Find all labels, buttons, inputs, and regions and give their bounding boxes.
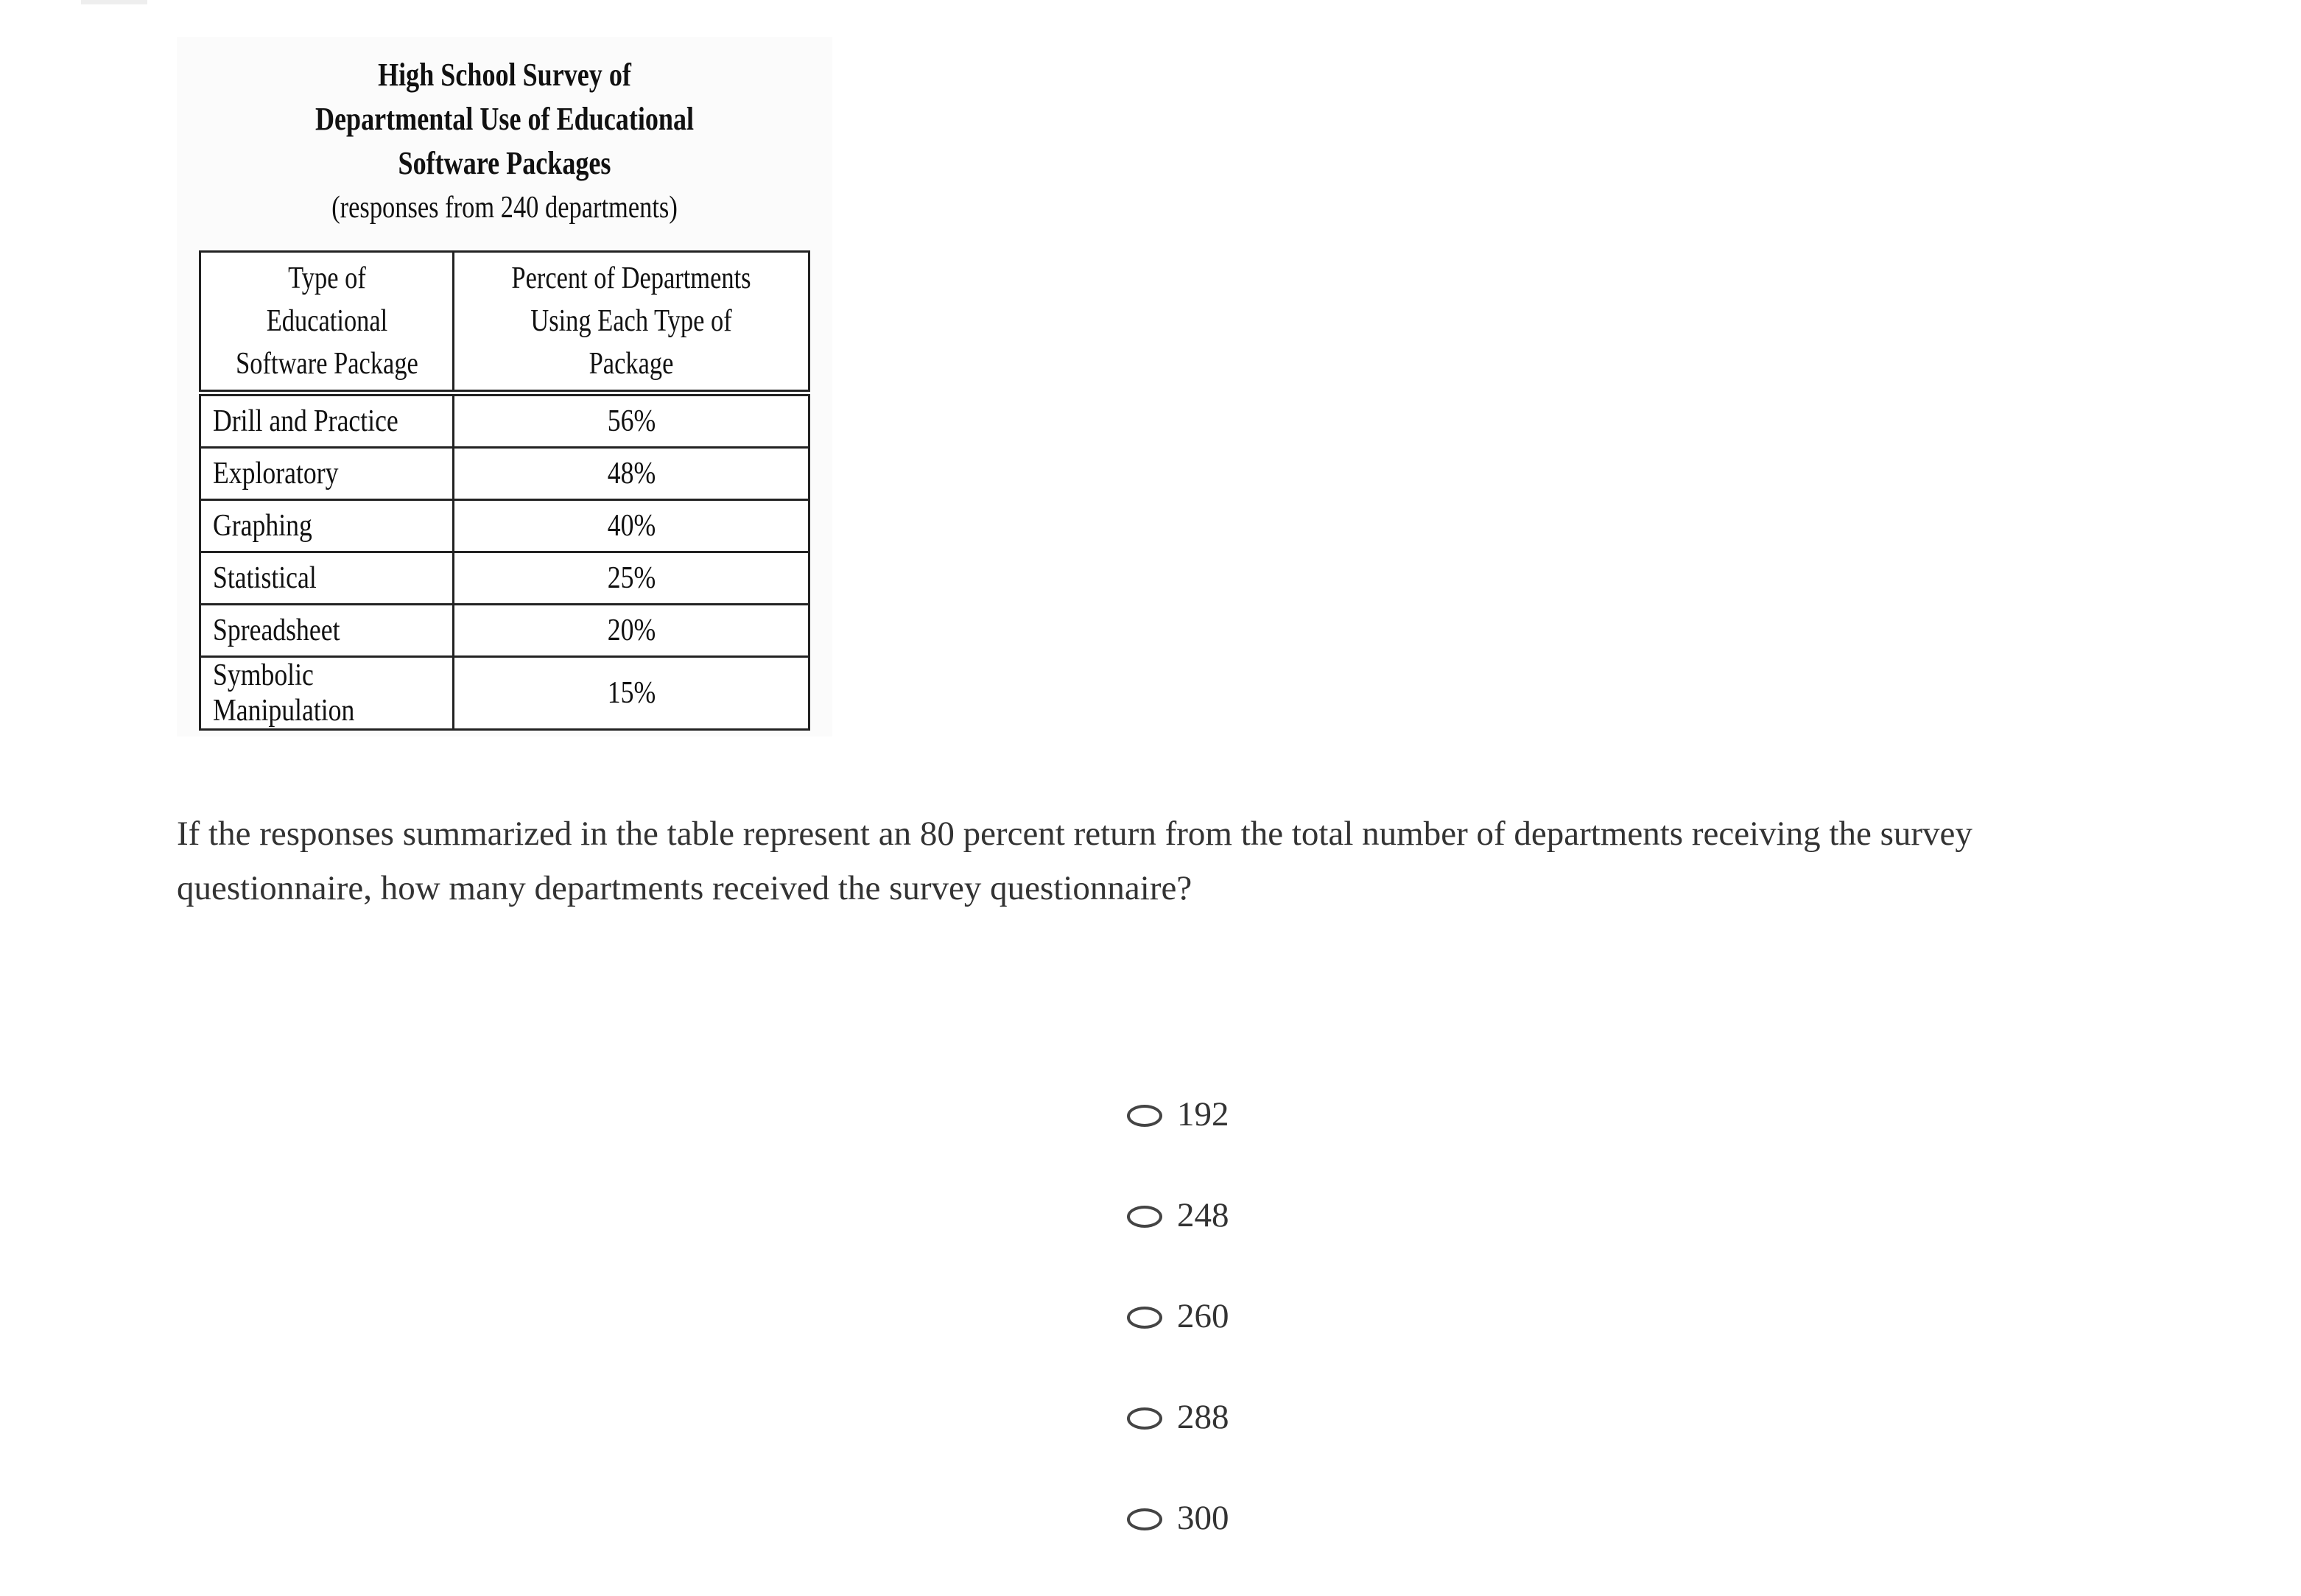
answer-option[interactable]: 248: [1127, 1192, 1229, 1293]
question-text: If the responses summarized in the table…: [177, 815, 1972, 907]
table-row: Exploratory 48%: [199, 446, 810, 501]
radio-button[interactable]: [1127, 1407, 1162, 1430]
cell-percent: 15%: [452, 655, 810, 731]
option-label: 300: [1177, 1499, 1229, 1537]
survey-figure: High School Survey of Departmental Use o…: [177, 37, 832, 737]
radio-button[interactable]: [1127, 1307, 1162, 1329]
option-label: 248: [1177, 1196, 1229, 1234]
answer-options: 192 248 260 288 300: [1127, 1091, 1229, 1596]
answer-option[interactable]: 300: [1127, 1495, 1229, 1596]
table-header-row: Type of Educational Software Package Per…: [199, 250, 810, 394]
cell-type: Exploratory: [199, 446, 454, 501]
option-label: 260: [1177, 1297, 1229, 1335]
figure-title: High School Survey of Departmental Use o…: [177, 53, 832, 230]
cell-type: Spreadsheet: [199, 603, 454, 658]
radio-button[interactable]: [1127, 1508, 1162, 1530]
table-row: Spreadsheet 20%: [199, 603, 810, 658]
answer-option[interactable]: 260: [1127, 1293, 1229, 1394]
answer-option[interactable]: 192: [1127, 1091, 1229, 1192]
option-label: 288: [1177, 1398, 1229, 1436]
figure-subtitle: (responses from 240 departments): [331, 191, 678, 225]
title-line: Departmental Use of Educational: [315, 101, 695, 137]
cell-percent: 40%: [452, 499, 810, 553]
top-bar: [81, 0, 147, 4]
table-row: Graphing 40%: [199, 499, 810, 553]
header-percent: Percent of Departments Using Each Type o…: [452, 250, 810, 394]
table-row: Drill and Practice 56%: [199, 392, 810, 449]
header-type: Type of Educational Software Package: [199, 250, 454, 394]
cell-type: Drill and Practice: [199, 392, 454, 449]
table-row: Statistical 25%: [199, 551, 810, 605]
cell-percent: 56%: [452, 392, 810, 449]
radio-button[interactable]: [1127, 1206, 1162, 1228]
cell-type: Statistical: [199, 551, 454, 605]
cell-type: Symbolic Manipulation: [199, 655, 454, 731]
option-label: 192: [1177, 1095, 1229, 1133]
table-row: Symbolic Manipulation 15%: [199, 655, 810, 731]
cell-percent: 25%: [452, 551, 810, 605]
cell-type: Graphing: [199, 499, 454, 553]
survey-table: Type of Educational Software Package Per…: [199, 250, 810, 731]
cell-percent: 20%: [452, 603, 810, 658]
radio-button[interactable]: [1127, 1105, 1162, 1127]
title-line: Software Packages: [398, 145, 611, 181]
title-line: High School Survey of: [378, 57, 631, 93]
cell-percent: 48%: [452, 446, 810, 501]
answer-option[interactable]: 288: [1127, 1394, 1229, 1495]
